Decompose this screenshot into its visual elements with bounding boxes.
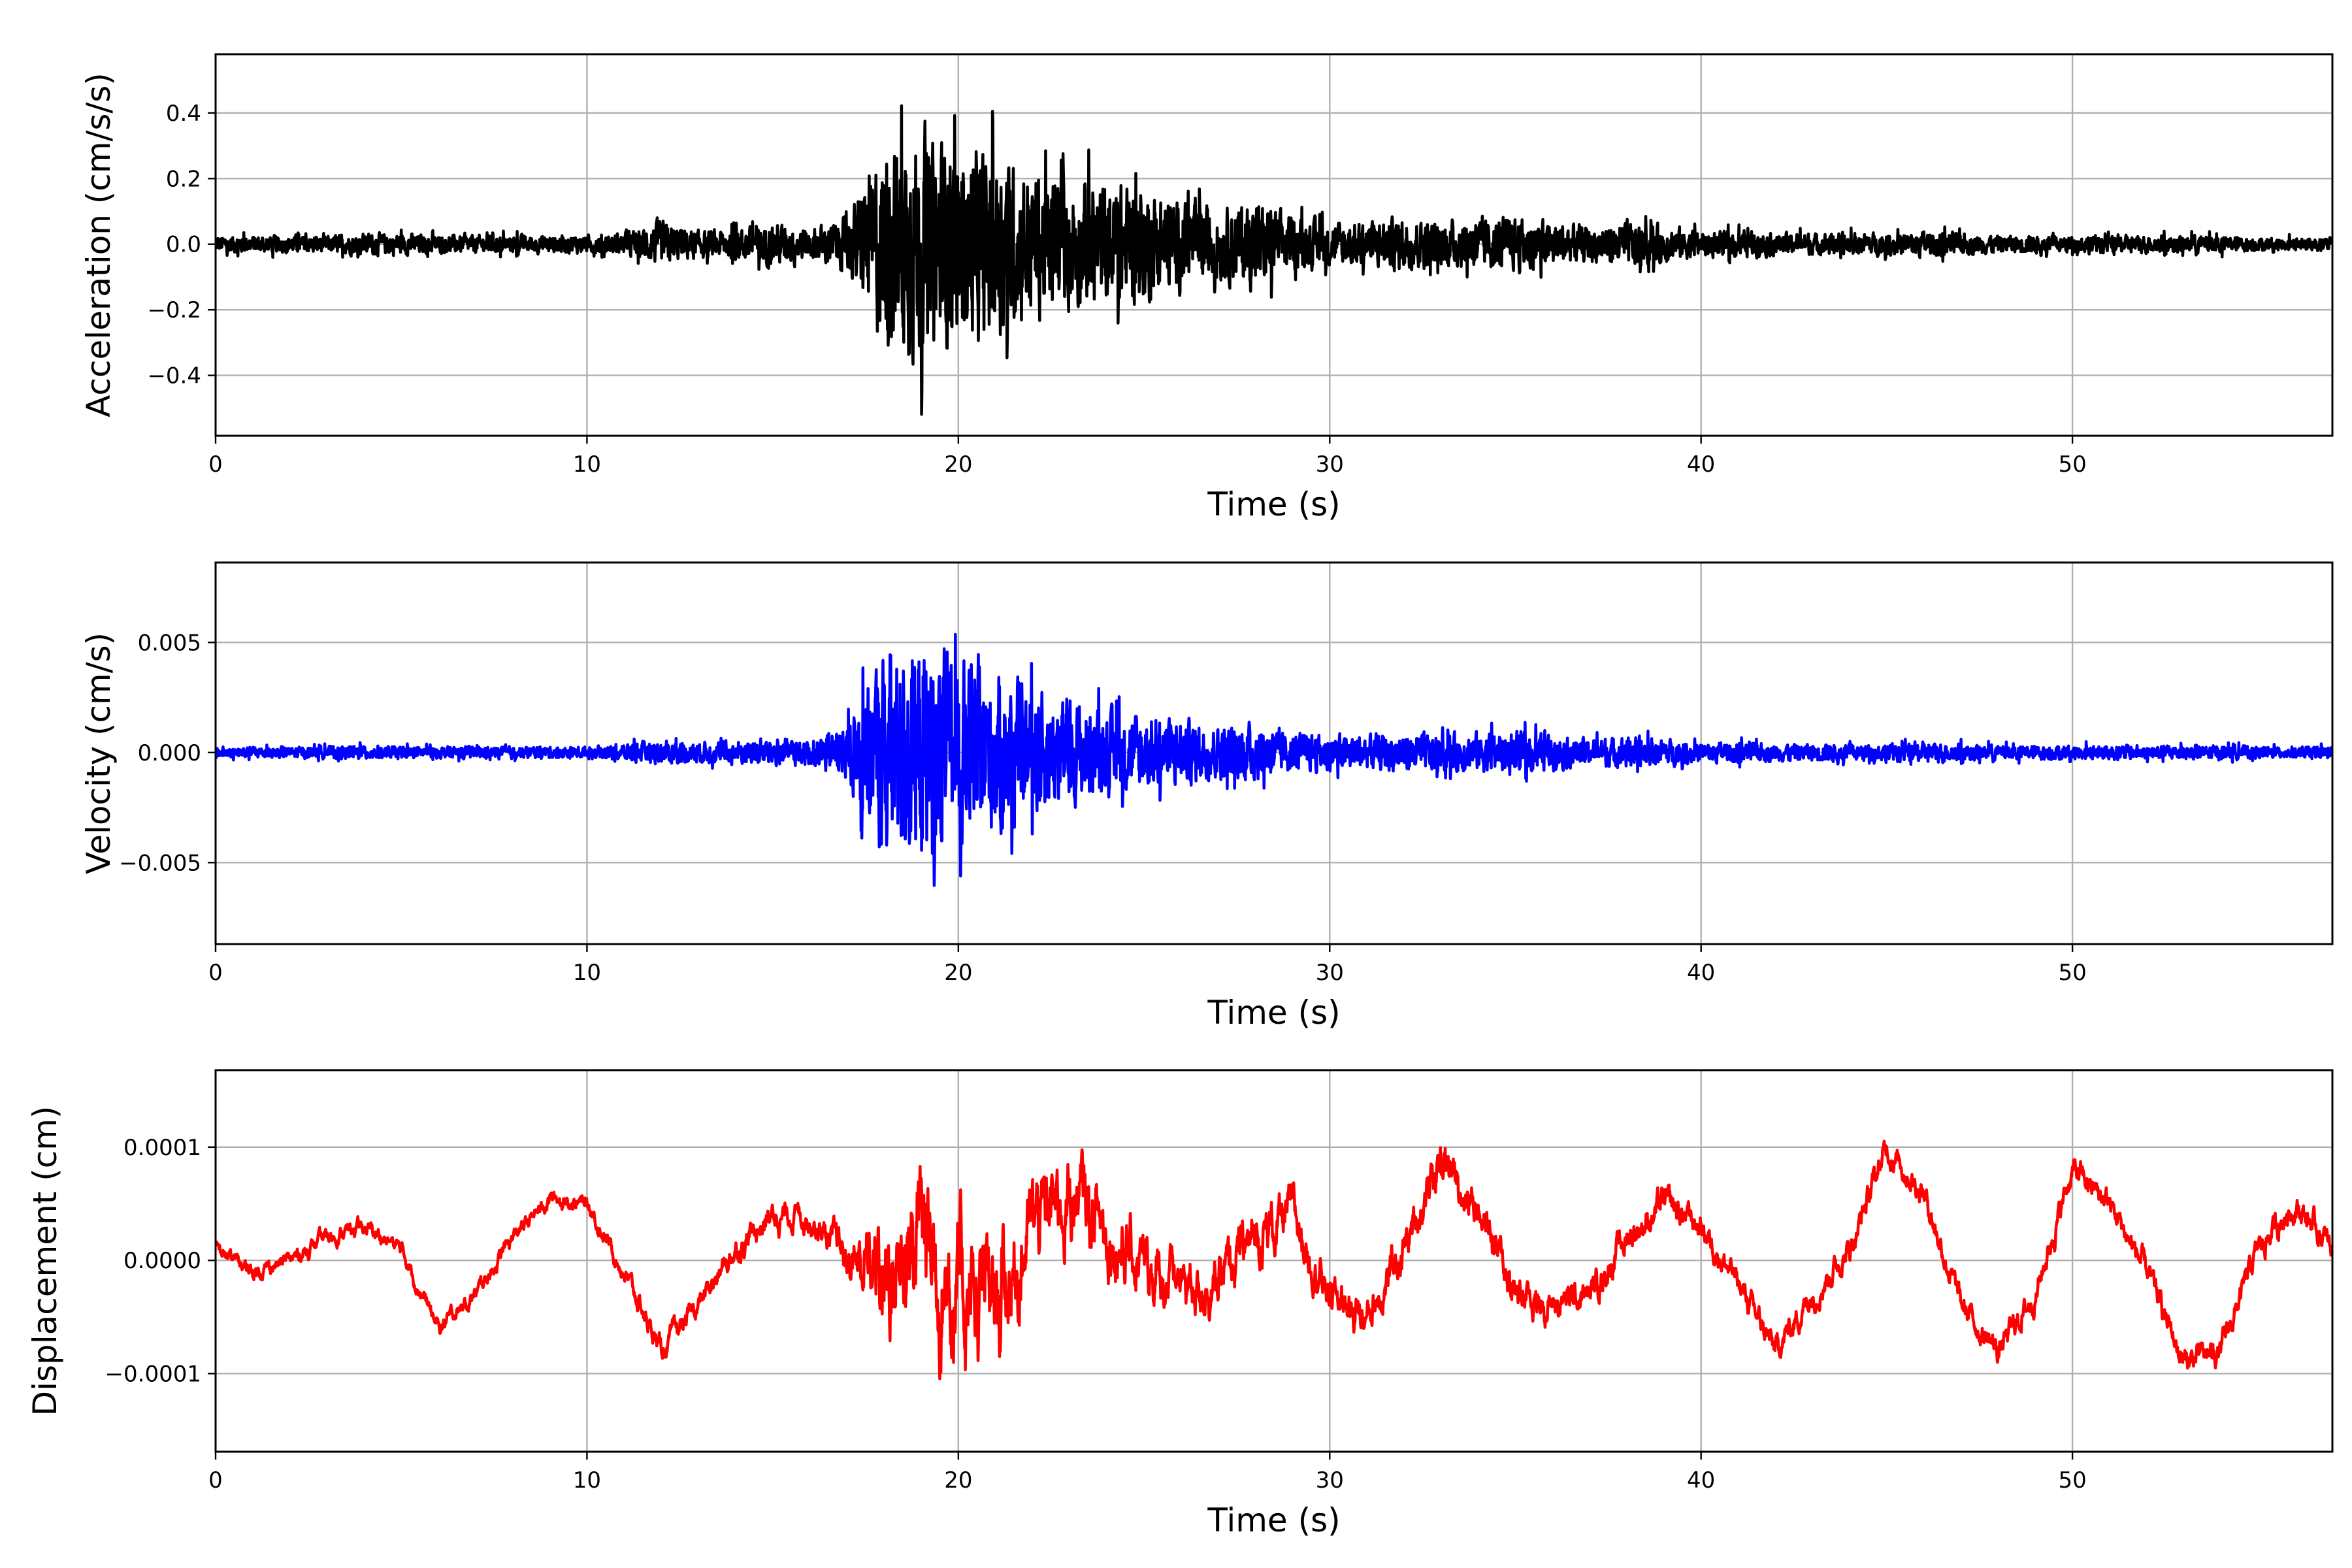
axes-frame xyxy=(214,53,2334,437)
x-tick-label: 0 xyxy=(208,960,223,986)
axes-frame xyxy=(214,561,2334,945)
axes-frame xyxy=(214,1069,2334,1453)
displacement-series-line xyxy=(216,1139,2332,1380)
velocity-series-line xyxy=(216,632,2332,887)
y-tick-label: 0.0001 xyxy=(123,1135,201,1161)
x-tick-label: 10 xyxy=(573,1467,601,1494)
x-tick-label: 30 xyxy=(1316,451,1344,478)
acceleration-series-line xyxy=(216,104,2332,416)
x-tick-label: 40 xyxy=(1687,1467,1715,1494)
y-tick-label: −0.4 xyxy=(147,363,201,389)
x-tick-label: 50 xyxy=(2058,451,2086,478)
y-tick-label: 0.2 xyxy=(166,166,201,192)
y-tick-label: −0.2 xyxy=(147,297,201,323)
displacement-panel: 0 10 20 30 40 50 0.0001 0.0000 −0.0001 Time (s) Di… xyxy=(26,1069,2334,1539)
x-tick-label: 30 xyxy=(1316,960,1344,986)
y-tick-label: −0.0001 xyxy=(105,1361,201,1387)
y-axis-label: Velocity (cm/s) xyxy=(80,632,118,874)
x-tick-label: 50 xyxy=(2058,1467,2086,1494)
y-tick-label: −0.005 xyxy=(119,850,201,876)
x-tick-label: 30 xyxy=(1316,1467,1344,1494)
x-axis-label: Time (s) xyxy=(1207,485,1340,523)
x-axis-label: Time (s) xyxy=(1207,1501,1340,1539)
x-tick-label: 20 xyxy=(944,960,972,986)
y-tick-label: 0.4 xyxy=(166,101,201,127)
x-tick-label: 20 xyxy=(944,451,972,478)
acceleration-panel: 0 10 20 30 40 50 0.4 0.2 0.0 −0.2 −0.4 Time (s) Acce… xyxy=(80,53,2334,523)
x-tick-label: 20 xyxy=(944,1467,972,1494)
x-tick-label: 10 xyxy=(573,960,601,986)
y-tick-label: 0.005 xyxy=(138,630,201,656)
x-tick-label: 40 xyxy=(1687,960,1715,986)
x-tick-label: 40 xyxy=(1687,451,1715,478)
x-tick-label: 0 xyxy=(208,1467,223,1494)
x-tick-label: 10 xyxy=(573,451,601,478)
x-tick-label: 0 xyxy=(208,451,223,478)
y-axis-label: Acceleration (cm/s/s) xyxy=(80,73,118,417)
y-tick-label: 0.000 xyxy=(138,740,201,766)
y-axis-label: Displacement (cm) xyxy=(26,1106,64,1416)
y-tick-label: 0.0 xyxy=(166,232,201,258)
y-tick-label: 0.0000 xyxy=(123,1248,201,1274)
x-tick-label: 50 xyxy=(2058,960,2086,986)
velocity-panel: 0 10 20 30 40 50 0.005 0.000 −0.005 Time (s) Veloc… xyxy=(80,561,2334,1032)
x-axis-label: Time (s) xyxy=(1207,994,1340,1032)
